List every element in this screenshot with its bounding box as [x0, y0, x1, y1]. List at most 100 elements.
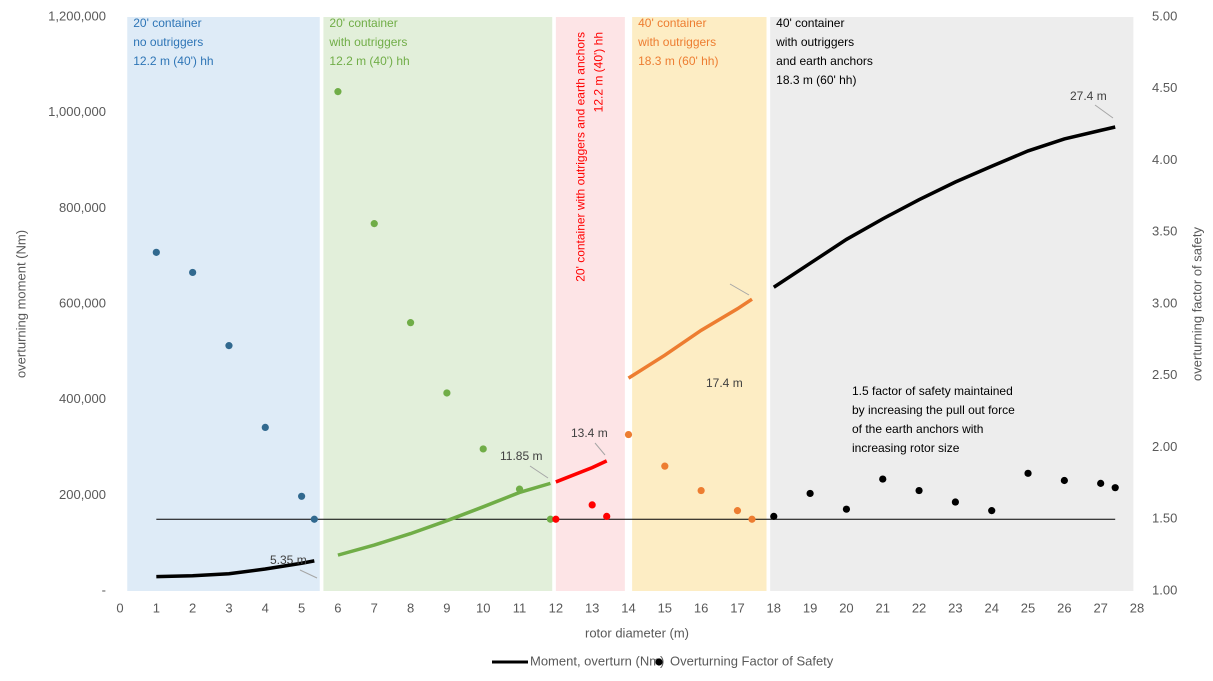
region-label: 40' container	[776, 16, 844, 30]
y-axis-label: overturning moment (Nm)	[13, 230, 28, 378]
y-tick-label: 800,000	[59, 200, 106, 215]
point	[842, 505, 851, 513]
region-label: no outriggers	[133, 35, 203, 49]
region-label: 20' container	[133, 16, 201, 30]
line-segment	[627, 297, 753, 380]
x-tick-label: 21	[876, 600, 890, 615]
y2-tick-label: 2.50	[1152, 367, 1177, 382]
x-tick-label: 16	[694, 600, 708, 615]
y2-tick-label: 4.00	[1152, 152, 1177, 167]
x-tick-label: 28	[1130, 600, 1144, 615]
region-label: 12.2 m (40') hh	[592, 32, 606, 112]
y2-tick-label: 1.50	[1152, 511, 1177, 526]
x-tick-label: 25	[1021, 600, 1035, 615]
annotation: 27.4 m	[1070, 89, 1107, 103]
point	[1111, 484, 1119, 492]
line-segment	[772, 125, 1116, 289]
annotation: 11.85 m	[500, 449, 542, 463]
leader	[594, 442, 606, 456]
x-tick-label: 11	[513, 600, 527, 615]
region	[323, 17, 553, 591]
point	[748, 515, 756, 523]
region-label: 12.2 m (40') hh	[329, 54, 409, 68]
leaders	[299, 104, 1114, 579]
leader	[299, 569, 318, 579]
point	[298, 492, 306, 500]
region-label: 20' container with outriggers and earth …	[574, 32, 588, 282]
point	[988, 507, 996, 515]
x-tick-label: 9	[443, 600, 450, 615]
point	[879, 475, 887, 483]
point	[225, 342, 233, 350]
region	[555, 17, 625, 591]
x-tick-label: 19	[803, 600, 817, 615]
legend-label: Moment, overturn (Nm)	[530, 653, 664, 668]
note: by increasing the pull out force	[852, 403, 1015, 417]
point	[546, 515, 555, 523]
point	[1060, 476, 1068, 485]
y2-tick-label: 3.00	[1152, 295, 1177, 310]
annotation: 17.4 m	[706, 376, 743, 390]
x-tick-label: 13	[585, 600, 599, 615]
x-tick-label: 1	[153, 600, 160, 615]
region-label: 40' container	[638, 16, 706, 30]
x-tick-label: 17	[730, 600, 744, 615]
point	[603, 512, 611, 520]
y-tick-label: -	[102, 582, 106, 597]
region-label: and earth anchors	[776, 54, 873, 68]
point	[624, 430, 633, 439]
legend-label: Overturning Factor of Safety	[670, 653, 834, 668]
y-tick-label: 1,200,000	[48, 8, 106, 23]
x-tick-label: 0	[116, 600, 123, 615]
point	[406, 319, 415, 327]
y2-tick-label: 3.50	[1152, 224, 1177, 239]
x-tick-label: 5	[298, 600, 305, 615]
y2-tick-label: 4.50	[1152, 80, 1177, 95]
y-tick-label: 200,000	[59, 487, 106, 502]
region-label: 18.3 m (60' hh)	[638, 54, 718, 68]
line-segment	[156, 559, 315, 579]
x-tick-label: 15	[658, 600, 672, 615]
region-label: 20' container	[329, 16, 397, 30]
point	[370, 220, 378, 228]
annotation: 5.35 m	[270, 553, 307, 567]
y2-axis-label: overturning factor of safety	[1189, 227, 1204, 381]
x-tick-label: 2	[189, 600, 196, 615]
legend-swatch	[655, 658, 663, 666]
x-tick-label: 23	[948, 600, 962, 615]
region	[127, 17, 320, 591]
point	[806, 489, 814, 498]
annotation: 13.4 m	[571, 426, 608, 440]
x-tick-label: 6	[334, 600, 341, 615]
point	[733, 507, 742, 515]
region-label: 12.2 m (40') hh	[133, 54, 213, 68]
x-tick-label: 4	[262, 600, 269, 615]
region-label: with outriggers	[775, 35, 854, 49]
point	[261, 423, 269, 432]
point	[443, 389, 451, 397]
x-tick-label: 20	[839, 600, 853, 615]
point	[334, 88, 342, 96]
y2-tick-label: 2.00	[1152, 439, 1177, 454]
note: 1.5 factor of safety maintained	[852, 384, 1013, 398]
point	[189, 268, 197, 277]
y-tick-label: 1,000,000	[48, 104, 106, 119]
x-tick-label: 18	[767, 600, 781, 615]
y-tick-label: 600,000	[59, 295, 106, 310]
x-tick-label: 14	[621, 600, 635, 615]
leader	[529, 465, 549, 479]
x-tick-label: 27	[1093, 600, 1107, 615]
point	[479, 445, 487, 453]
point	[588, 501, 596, 509]
x-tick-label: 8	[407, 600, 414, 615]
point	[1097, 479, 1105, 487]
x-tick-label: 12	[549, 600, 563, 615]
line-segment	[555, 459, 608, 484]
point	[552, 515, 560, 523]
note: increasing rotor size	[852, 441, 960, 455]
point	[1024, 469, 1032, 477]
leader	[1094, 104, 1114, 119]
point	[310, 515, 318, 523]
point	[915, 486, 923, 495]
